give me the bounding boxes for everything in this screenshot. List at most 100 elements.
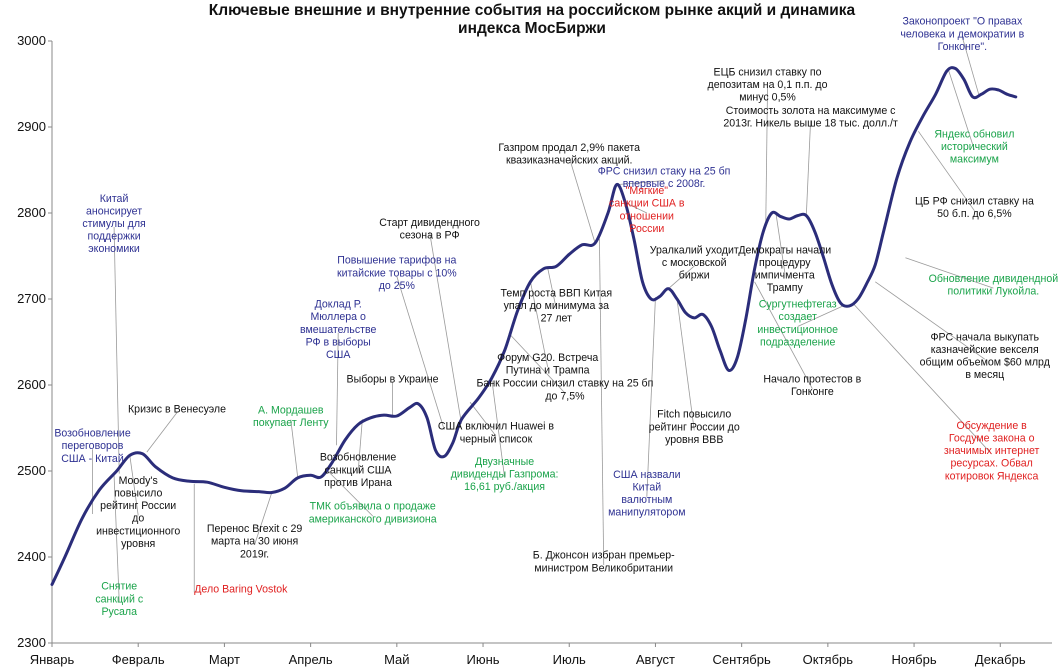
x-tick-label: Январь <box>30 652 75 667</box>
annotation-leader-line <box>599 238 605 566</box>
annotation-leader-line <box>646 297 656 497</box>
annotation-line: политики Лукойла. <box>948 285 1040 297</box>
annotation-line: создает <box>779 311 817 323</box>
annotation-leader-line <box>336 332 339 446</box>
y-tick-label: 2800 <box>17 205 46 220</box>
annotation-leader-line <box>146 412 178 453</box>
annotation-line: США <box>326 349 351 361</box>
annotation-line: Китай <box>633 482 662 494</box>
annotation-line: Стоимость золота на максимуме с <box>726 105 896 117</box>
x-tick-label: Май <box>384 652 409 667</box>
annotation-line: переговоров <box>62 440 124 452</box>
annotation-label: Сургутнефтегаз создает инвестиционное подра… <box>757 299 838 349</box>
annotation-line: импичмента <box>755 270 815 282</box>
annotation-line: Доклад Р. <box>315 299 362 311</box>
annotation-line: Мюллера о <box>310 311 366 323</box>
annotation-line: инвестиционное <box>757 324 838 336</box>
annotation-line: американского дивизиона <box>309 513 437 525</box>
annotation-label: Дело Baring Vostok <box>194 583 288 595</box>
annotation-leader-line <box>547 267 557 310</box>
annotation-label: США включил Huawei в черный список <box>438 421 554 446</box>
annotation-line: Уралкалий уходит <box>650 244 739 256</box>
annotation-line: Fitch повысило <box>657 409 731 421</box>
annotation-line: рейтинг России <box>100 500 176 512</box>
y-tick-label: 2500 <box>17 463 46 478</box>
annotation-line: сезона в РФ <box>400 230 460 242</box>
annotation-line: министром Великобритании <box>534 562 673 574</box>
annotation-label: США назвали Китай валютным манипулятором <box>608 469 685 519</box>
annotation-leader-line <box>530 281 549 368</box>
annotation-line: России <box>629 223 664 235</box>
annotation-label: Двузначные дивиденды Газпрома: 16,61 руб./… <box>451 456 559 493</box>
annotation-label: Банк России снизил ставку на 25 бп до 7,5… <box>476 378 653 403</box>
annotation-line: Старт дивидендного <box>379 217 480 229</box>
annotation-label: Начало протестов в Гонконге <box>763 373 861 398</box>
annotation-label: Яндекс обновил исторический максимум <box>934 128 1014 165</box>
annotation-leader-line <box>775 214 786 273</box>
annotation-line: санкций с <box>95 593 144 605</box>
annotation-label: Обновление дивидендной политики Лукойла. <box>929 273 1059 298</box>
annotation-line: Путина и Трампа <box>506 365 590 377</box>
annotation-leader-line <box>568 157 596 244</box>
annotation-line: манипулятором <box>608 507 685 519</box>
annotation-line: США назвали <box>613 469 680 481</box>
annotation-line: экономики <box>88 243 140 255</box>
annotation-leader-line <box>625 202 648 214</box>
annotation-leader-line <box>254 492 273 545</box>
annotation-leader-line <box>469 401 497 437</box>
index-line <box>50 66 1018 586</box>
annotation-label: Газпром продал 2,9% пакета квазиказначейс… <box>498 142 640 167</box>
annotation-label: Законопроект "О правах человека и демокра… <box>900 16 1024 53</box>
y-tick-label: 3000 <box>17 33 46 48</box>
annotation-line: инвестиционного <box>96 525 180 537</box>
annotation-line: дивиденды Газпрома: <box>451 469 559 481</box>
annotation-line: Повышение тарифов на <box>337 255 456 267</box>
annotation-label: Moody's повысило рейтинг России до инвестици… <box>96 475 180 550</box>
annotation-leader-line <box>616 180 665 186</box>
annotation-line: 2019г. <box>240 548 269 560</box>
annotation-leader-line <box>918 131 975 211</box>
annotation-label: Уралкалий уходит с московской биржи <box>650 244 739 281</box>
x-tick-label: Август <box>636 652 675 667</box>
x-tick-label: Октябрь <box>803 652 854 667</box>
chart-title-line-2: индекса МосБиржи <box>458 20 606 37</box>
annotation-label: Доклад Р. Мюллера о вмешательстве РФ в выбо… <box>300 299 376 361</box>
annotation-leader-line <box>948 70 975 151</box>
annotation-leader-line <box>113 475 120 603</box>
annotation-line: черный список <box>460 433 533 445</box>
annotation-line: 27 лет <box>541 313 572 325</box>
annotation-line: Начало протестов в <box>763 373 861 385</box>
annotation-line: "Мягкие" <box>626 185 669 197</box>
annotation-leader-line <box>875 281 985 360</box>
annotation-line: процедуру <box>759 257 811 269</box>
y-tick-label: 2700 <box>17 291 46 306</box>
annotation-line: в месяц <box>965 369 1004 381</box>
annotation-line: Возобновление <box>54 428 131 440</box>
annotation-line: Гонконге". <box>938 41 988 53</box>
annotation-label: ТМК объявила о продаже американского диви… <box>309 501 437 526</box>
annotation-line: биржи <box>679 270 710 282</box>
annotation-label: Демократы начали процедуру импичмента Трамп… <box>738 244 831 294</box>
annotation-label: Повышение тарифов на китайские товары с 1… <box>337 255 457 292</box>
annotation-leader-line <box>905 257 994 289</box>
annotation-line: Перенос Brexit с 29 <box>207 523 302 535</box>
annotation-line: исторический <box>941 141 1008 153</box>
annotation-line: покупает Ленту <box>253 417 329 429</box>
annotation-line: Выборы в Украине <box>347 373 439 385</box>
annotation-line: Китай <box>100 193 129 205</box>
annotation-line: общим объемом $60 млрд <box>920 357 1050 369</box>
annotation-leader-line <box>805 120 812 216</box>
annotation-line: квазиказначейских акций. <box>506 155 633 167</box>
annotation-line: Госдуме закона о <box>949 433 1035 445</box>
annotation-leader-line <box>961 37 980 95</box>
annotation-line: Демократы начали <box>738 244 831 256</box>
annotation-line: 50 б.п. до 6,5% <box>937 208 1012 220</box>
annotation-line: минус 0,5% <box>739 92 796 104</box>
x-tick-label: Апрель <box>289 652 333 667</box>
annotation-line: отношении <box>620 210 674 222</box>
annotation-line: Законопроект "О правах <box>902 16 1023 28</box>
annotation-line: США - Китай <box>61 453 124 465</box>
annotation-label: ЦБ РФ снизил ставку на 50 б.п. до 6,5% <box>915 195 1034 220</box>
annotation-line: поддержки <box>87 231 140 243</box>
x-tick-label: Декабрь <box>975 652 1026 667</box>
